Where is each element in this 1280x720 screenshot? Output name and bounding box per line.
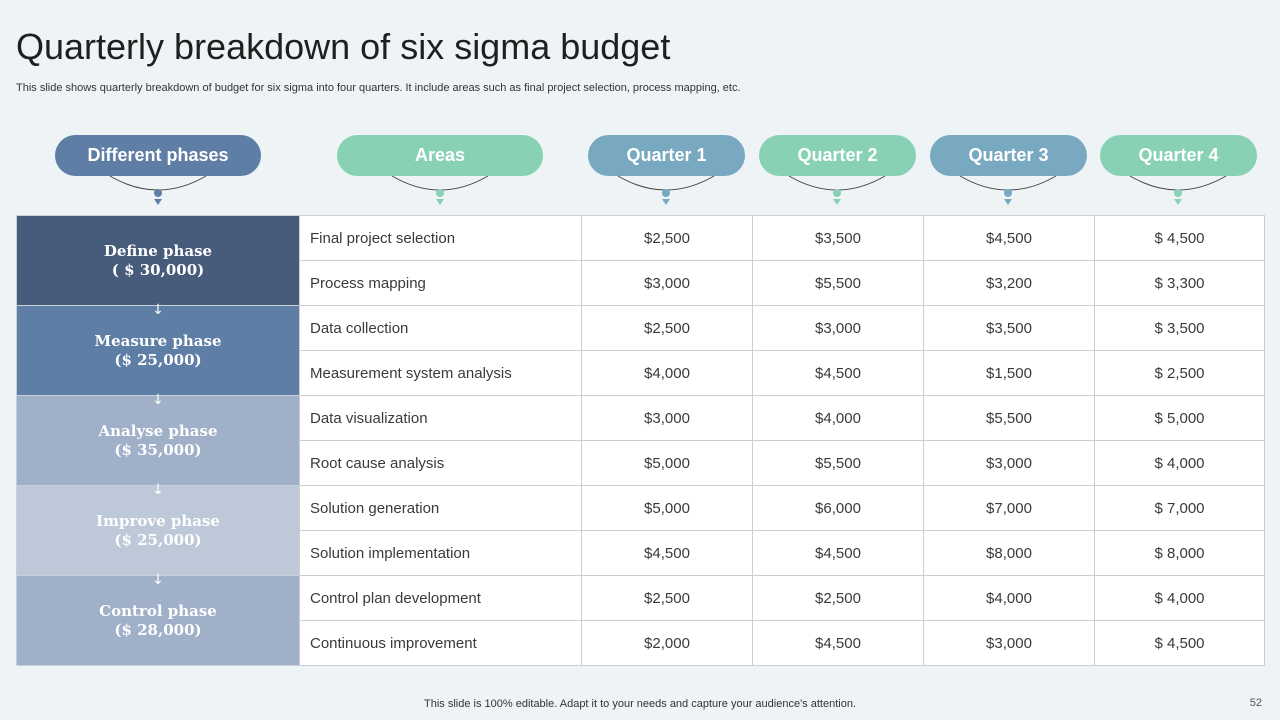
area-cell: Root cause analysis bbox=[299, 440, 582, 486]
down-arrow-icon: ↓ bbox=[152, 572, 164, 588]
table-row: Measurement system analysis $4,000 $4,50… bbox=[17, 350, 1265, 396]
phase-budget: ($ 28,000) bbox=[114, 620, 202, 639]
header-quarter-2: Quarter 2 bbox=[759, 135, 916, 176]
q2-cell: $5,500 bbox=[752, 260, 924, 306]
q2-cell: $5,500 bbox=[752, 440, 924, 486]
header-quarter-3: Quarter 3 bbox=[930, 135, 1087, 176]
table-row: Analyse phase ($ 35,000) ↓ Data visualiz… bbox=[16, 395, 1265, 497]
q2-cell: $3,000 bbox=[752, 305, 924, 351]
q1-cell: $5,000 bbox=[581, 485, 753, 531]
q4-cell: $ 3,500 bbox=[1094, 305, 1265, 351]
area-cell: Data visualization bbox=[299, 395, 582, 441]
q1-cell: $3,000 bbox=[581, 260, 753, 306]
budget-table: Define phase ( $ 30,000) ↓ Final project… bbox=[16, 215, 1265, 666]
q1-cell: $2,500 bbox=[581, 215, 753, 261]
phase-cell-improve: Improve phase ($ 25,000) ↓ bbox=[16, 485, 300, 587]
table-row: Improve phase ($ 25,000) ↓ Solution gene… bbox=[16, 485, 1265, 587]
q2-cell: $4,500 bbox=[752, 350, 924, 396]
q1-cell: $4,000 bbox=[581, 350, 753, 396]
q2-cell: $6,000 bbox=[752, 485, 924, 531]
q3-cell: $1,500 bbox=[923, 350, 1095, 396]
q2-cell: $4,000 bbox=[752, 395, 924, 441]
q4-cell: $ 4,500 bbox=[1094, 620, 1265, 666]
down-arrow-icon: ↓ bbox=[152, 302, 164, 318]
q3-cell: $3,000 bbox=[923, 620, 1095, 666]
q1-cell: $5,000 bbox=[581, 440, 753, 486]
area-cell: Solution generation bbox=[299, 485, 582, 531]
q2-cell: $3,500 bbox=[752, 215, 924, 261]
slide-subtitle: This slide shows quarterly breakdown of … bbox=[16, 82, 741, 94]
q3-cell: $3,000 bbox=[923, 440, 1095, 486]
header-areas: Areas bbox=[337, 135, 543, 176]
table-row: Solution implementation $4,500 $4,500 $8… bbox=[17, 530, 1265, 576]
phase-budget: ( $ 30,000) bbox=[111, 260, 205, 279]
q4-cell: $ 4,000 bbox=[1094, 575, 1265, 621]
q4-cell: $ 3,300 bbox=[1094, 260, 1265, 306]
q3-cell: $3,200 bbox=[923, 260, 1095, 306]
area-cell: Control plan development bbox=[299, 575, 582, 621]
down-arrow-icon: ↓ bbox=[152, 392, 164, 408]
q2-cell: $4,500 bbox=[752, 620, 924, 666]
q3-cell: $7,000 bbox=[923, 485, 1095, 531]
phase-name: Define phase bbox=[103, 241, 213, 260]
connector-q2 bbox=[788, 175, 886, 205]
connector-areas bbox=[391, 175, 489, 205]
q2-cell: $2,500 bbox=[752, 575, 924, 621]
phase-budget: ($ 25,000) bbox=[114, 530, 202, 549]
q4-cell: $ 2,500 bbox=[1094, 350, 1265, 396]
q3-cell: $8,000 bbox=[923, 530, 1095, 576]
q1-cell: $3,000 bbox=[581, 395, 753, 441]
down-arrow-icon: ↓ bbox=[152, 482, 164, 498]
q1-cell: $4,500 bbox=[581, 530, 753, 576]
area-cell: Measurement system analysis bbox=[299, 350, 582, 396]
connector-q3 bbox=[959, 175, 1057, 205]
connector-phases bbox=[109, 175, 207, 205]
q4-cell: $ 8,000 bbox=[1094, 530, 1265, 576]
q2-cell: $4,500 bbox=[752, 530, 924, 576]
phase-budget: ($ 35,000) bbox=[114, 440, 202, 459]
phase-cell-define: Define phase ( $ 30,000) ↓ bbox=[16, 215, 300, 317]
connector-q4 bbox=[1129, 175, 1227, 205]
table-row: Continuous improvement $2,000 $4,500 $3,… bbox=[17, 620, 1265, 666]
footer-note: This slide is 100% editable. Adapt it to… bbox=[424, 698, 856, 710]
slide-title: Quarterly breakdown of six sigma budget bbox=[16, 26, 671, 67]
area-cell: Process mapping bbox=[299, 260, 582, 306]
header-quarter-1: Quarter 1 bbox=[588, 135, 745, 176]
area-cell: Solution implementation bbox=[299, 530, 582, 576]
phase-cell-control: Control phase ($ 28,000) bbox=[16, 575, 300, 666]
page-number: 52 bbox=[1249, 697, 1262, 709]
header-quarter-4: Quarter 4 bbox=[1100, 135, 1257, 176]
table-row: Root cause analysis $5,000 $5,500 $3,000… bbox=[17, 440, 1265, 486]
phase-name: Improve phase bbox=[96, 511, 220, 530]
q3-cell: $5,500 bbox=[923, 395, 1095, 441]
q4-cell: $ 5,000 bbox=[1094, 395, 1265, 441]
header-different-phases: Different phases bbox=[55, 135, 261, 176]
phase-name: Analyse phase bbox=[98, 421, 218, 440]
q1-cell: $2,500 bbox=[581, 575, 753, 621]
q1-cell: $2,500 bbox=[581, 305, 753, 351]
phase-cell-measure: Measure phase ($ 25,000) ↓ bbox=[16, 305, 300, 407]
q3-cell: $4,500 bbox=[923, 215, 1095, 261]
phase-cell-analyse: Analyse phase ($ 35,000) ↓ bbox=[16, 395, 300, 497]
q3-cell: $4,000 bbox=[923, 575, 1095, 621]
table-row: Control phase ($ 28,000) Control plan de… bbox=[16, 575, 1265, 666]
q4-cell: $ 4,500 bbox=[1094, 215, 1265, 261]
phase-name: Control phase bbox=[99, 601, 217, 620]
phase-name: Measure phase bbox=[94, 331, 222, 350]
area-cell: Final project selection bbox=[299, 215, 582, 261]
table-row: Process mapping $3,000 $5,500 $3,200 $ 3… bbox=[17, 260, 1265, 306]
area-cell: Continuous improvement bbox=[299, 620, 582, 666]
phase-budget: ($ 25,000) bbox=[114, 350, 202, 369]
table-row: Measure phase ($ 25,000) ↓ Data collecti… bbox=[16, 305, 1265, 407]
connector-q1 bbox=[617, 175, 715, 205]
table-row: Define phase ( $ 30,000) ↓ Final project… bbox=[16, 215, 1265, 317]
area-cell: Data collection bbox=[299, 305, 582, 351]
q1-cell: $2,000 bbox=[581, 620, 753, 666]
q3-cell: $3,500 bbox=[923, 305, 1095, 351]
q4-cell: $ 4,000 bbox=[1094, 440, 1265, 486]
q4-cell: $ 7,000 bbox=[1094, 485, 1265, 531]
